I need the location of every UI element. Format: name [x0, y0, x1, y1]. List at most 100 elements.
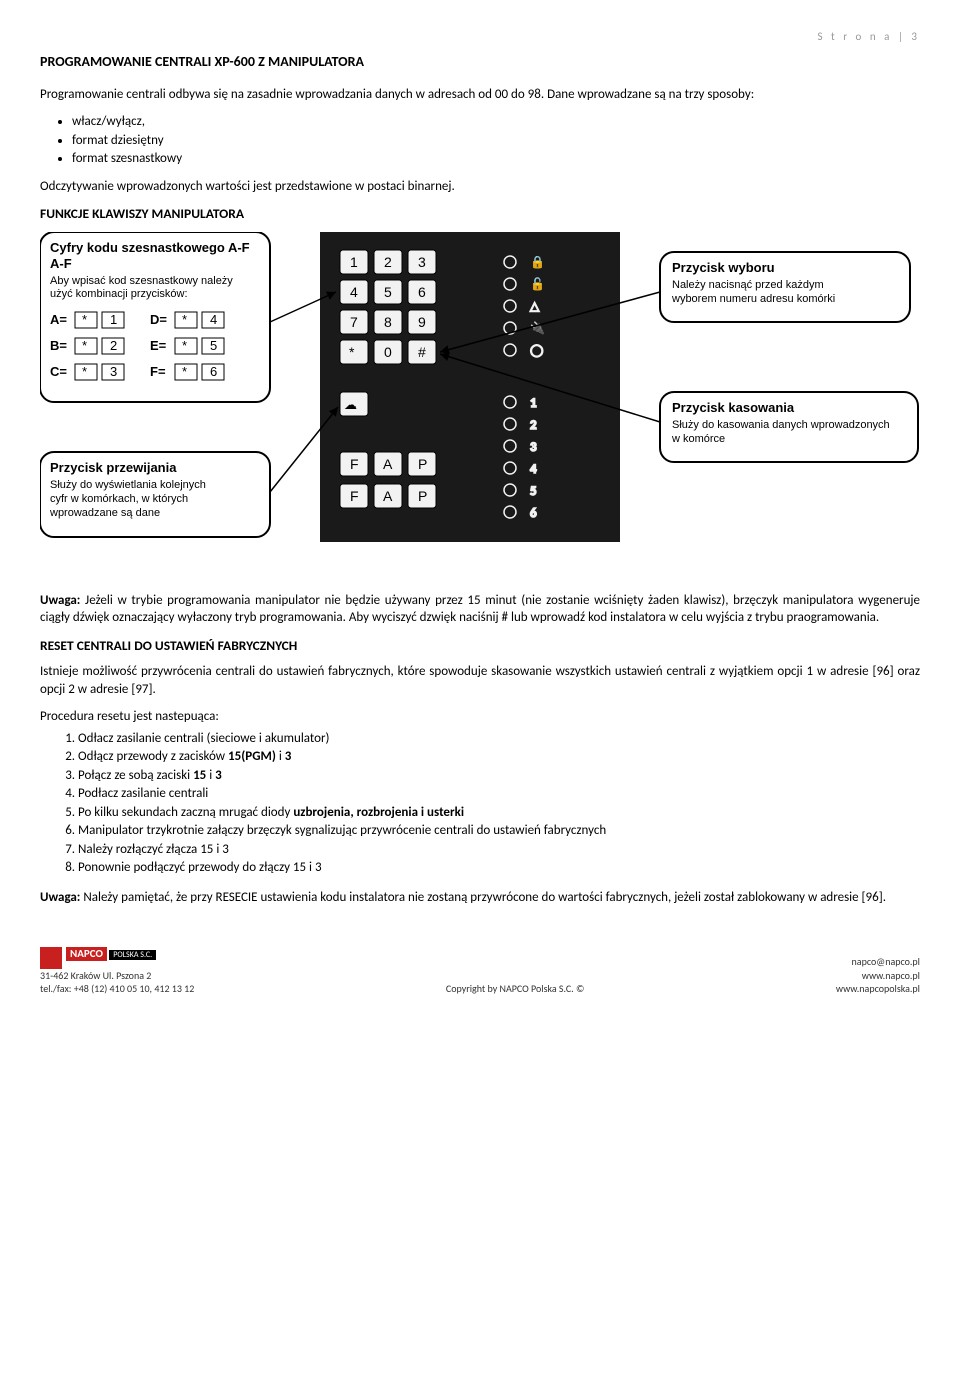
list-item: Ponownie podłączyć przewody do złączy 15… [78, 859, 920, 877]
svg-text:F=: F= [150, 364, 166, 379]
keypad-key: 8 [374, 310, 402, 334]
svg-text:użyć kombinacji przycisków:: użyć kombinacji przycisków: [50, 288, 188, 300]
keypad-diagram: Cyfry kodu szesnastkowego A-F A-F Aby wp… [40, 232, 920, 572]
svg-text:6: 6 [210, 364, 217, 379]
svg-text:6: 6 [530, 506, 537, 521]
keypad-key: 1 [340, 250, 368, 274]
after-bullets: Odczytywanie wprowadzonych wartości jest… [40, 178, 920, 196]
list-item: Odłącz przewody z zacisków 15(PGM) i 3 [78, 748, 920, 766]
svg-text:P: P [418, 456, 427, 472]
footer-copyright: Copyright by NAPCO Polska S.C. © [446, 982, 584, 996]
keypad-key: 0 [374, 340, 402, 364]
logo-text-top: NAPCO [66, 947, 107, 962]
svg-text:*: * [82, 312, 87, 327]
keypad-key: 5 [374, 280, 402, 304]
scroll-button-box: Przycisk przewijania Służy do wyświetlan… [40, 452, 270, 537]
keypad-key: # [408, 340, 436, 364]
footer-address-2: tel./fax: +48 (12) 410 05 10, 412 13 12 [40, 982, 194, 996]
list-item: Po kilku sekundach zaczną mrugać diody u… [78, 804, 920, 822]
warning-text: Należy pamiętać, że przy RESECIE ustawie… [80, 890, 886, 905]
list-item: Połącz ze sobą zaciski 15 i 3 [78, 767, 920, 785]
svg-text:3: 3 [418, 254, 426, 270]
svg-text:Przycisk wyboru: Przycisk wyboru [672, 260, 775, 275]
warning-label: Uwaga: [40, 593, 80, 608]
svg-text:F: F [350, 456, 359, 472]
footer-right: napco@napco.pl www.napco.pl www.napcopol… [836, 955, 920, 996]
svg-text:*: * [182, 338, 187, 353]
intro-paragraph: Programowanie centrali odbywa się na zas… [40, 86, 920, 104]
heading-reset: RESET CENTRALI DO USTAWIEŃ FABRYCZNYCH [40, 637, 920, 655]
keypad-key: 6 [408, 280, 436, 304]
svg-text:w komórce: w komórce [671, 433, 725, 445]
f-key: F [340, 484, 368, 508]
list-item: format szesnastkowy [72, 150, 920, 168]
select-button-box: Przycisk wyboru Należy nacisnąć przed ka… [660, 252, 910, 322]
svg-text:B=: B= [50, 338, 67, 353]
keypad-key: 4 [340, 280, 368, 304]
svg-text:E=: E= [150, 338, 167, 353]
warning-paragraph-2: Uwaga: Należy pamiętać, że przy RESECIE … [40, 889, 920, 907]
svg-text:#: # [418, 344, 426, 360]
svg-text:6: 6 [418, 284, 426, 300]
footer-url-2: www.napcopolska.pl [836, 982, 920, 996]
svg-text:A=: A= [50, 312, 67, 327]
svg-text:☁: ☁ [344, 397, 357, 412]
svg-text:3: 3 [530, 440, 537, 455]
svg-text:wprowadzane są dane: wprowadzane są dane [49, 507, 160, 519]
svg-text:4: 4 [530, 462, 537, 477]
scroll-key: ☁ [340, 392, 368, 416]
page-number: S t r o n a | 3 [40, 30, 920, 45]
svg-text:*: * [349, 344, 355, 360]
svg-text:5: 5 [530, 484, 537, 499]
svg-text:△: △ [530, 300, 540, 314]
svg-text:🔒: 🔒 [530, 255, 545, 270]
svg-text:🔓: 🔓 [530, 277, 545, 292]
keypad-key: 3 [408, 250, 436, 274]
reset-intro: Istnieje możliwość przywrócenia centrali… [40, 663, 920, 698]
svg-text:3: 3 [110, 364, 117, 379]
svg-text:Należy nacisnąć przed każdym: Należy nacisnąć przed każdym [672, 279, 824, 291]
footer-url-1: www.napco.pl [836, 969, 920, 983]
svg-text:4: 4 [350, 284, 358, 300]
footer-address-1: 31-462 Kraków Ul. Pszona 2 [40, 969, 194, 983]
svg-text:cyfr w komórkach, w których: cyfr w komórkach, w których [50, 493, 188, 505]
keypad-key: 2 [374, 250, 402, 274]
a-key: A [374, 484, 402, 508]
warning-text: Jeżeli w trybie programowania manipulato… [40, 593, 920, 626]
svg-text:1: 1 [530, 396, 537, 411]
svg-text:F: F [350, 488, 359, 504]
list-item: format dziesiętny [72, 132, 920, 150]
keypad-key: * [340, 340, 368, 364]
svg-text:P: P [418, 488, 427, 504]
svg-text:C=: C= [50, 364, 67, 379]
svg-text:9: 9 [418, 314, 426, 330]
svg-text:2: 2 [530, 418, 537, 433]
erase-button-box: Przycisk kasowania Służy do kasowania da… [660, 392, 918, 462]
svg-text:7: 7 [350, 314, 358, 330]
list-item: Odłacz zasilanie centrali (sieciowe i ak… [78, 730, 920, 748]
keypad-key: 9 [408, 310, 436, 334]
list-item: Należy rozłączyć złącza 15 i 3 [78, 841, 920, 859]
logo-square-icon [40, 947, 62, 969]
svg-text:*: * [82, 338, 87, 353]
list-item: Podłacz zasilanie centrali [78, 785, 920, 803]
svg-text:Służy do wyświetlania kolejnyc: Służy do wyświetlania kolejnych [50, 479, 206, 491]
footer-email: napco@napco.pl [836, 955, 920, 969]
svg-text:*: * [82, 364, 87, 379]
svg-text:◯: ◯ [530, 344, 543, 358]
svg-text:*: * [182, 364, 187, 379]
page-footer: NAPCO POLSKA S.C. 31-462 Kraków Ul. Pszo… [40, 947, 920, 996]
p-key: P [408, 452, 436, 476]
warning-label: Uwaga: [40, 890, 80, 905]
svg-text:D=: D= [150, 312, 167, 327]
svg-text:1: 1 [350, 254, 358, 270]
keypad-key: 7 [340, 310, 368, 334]
hex-code-box: Cyfry kodu szesnastkowego A-F A-F Aby wp… [40, 232, 270, 402]
svg-text:Aby wpisać kod szesnastkowy na: Aby wpisać kod szesnastkowy należy [50, 275, 233, 287]
svg-text:1: 1 [110, 312, 117, 327]
warning-paragraph-1: Uwaga: Jeżeli w trybie programowania man… [40, 592, 920, 627]
keypad-panel: 1 2 3 4 5 6 7 8 9 * 0 # ☁ F A P F A P 🔒 … [320, 232, 620, 542]
heading-programming: PROGRAMOWANIE CENTRALI XP-600 Z MANIPULA… [40, 53, 920, 72]
svg-text:wyborem numeru adresu komórki: wyborem numeru adresu komórki [671, 293, 835, 305]
svg-text:5: 5 [384, 284, 392, 300]
